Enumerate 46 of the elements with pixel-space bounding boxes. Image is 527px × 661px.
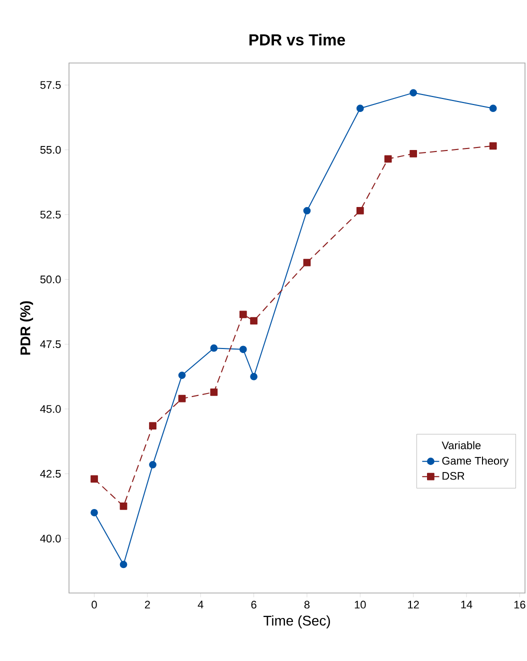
- y-tick-label: 47.5: [40, 340, 61, 348]
- legend-label: Game Theory: [442, 456, 509, 467]
- point: [178, 372, 186, 379]
- x-tick-label: 14: [461, 600, 472, 608]
- x-tick-label: 4: [198, 600, 204, 608]
- y-tick-label: 40.0: [40, 534, 61, 542]
- point: [149, 461, 156, 468]
- y-tick-label: 57.5: [40, 81, 61, 89]
- point: [356, 207, 364, 214]
- point: [489, 142, 497, 150]
- x-tick-label: 12: [408, 600, 419, 608]
- point: [178, 394, 186, 402]
- x-tick-label: 10: [354, 600, 366, 609]
- point: [149, 422, 156, 430]
- point: [303, 258, 311, 266]
- point: [239, 310, 247, 318]
- point: [489, 104, 497, 112]
- legend-title: Variable: [442, 441, 481, 450]
- point: [384, 155, 392, 163]
- point: [410, 89, 418, 96]
- point: [303, 207, 311, 214]
- x-tick-label: 8: [304, 600, 310, 609]
- x-tick-label: 16: [514, 600, 526, 609]
- point: [239, 346, 247, 354]
- legend-label: DSR: [442, 472, 464, 480]
- point: [250, 317, 258, 325]
- chart-title: PDR vs Time: [249, 34, 346, 46]
- x-tick-label: 6: [251, 600, 256, 609]
- point: [250, 372, 258, 380]
- point: [210, 388, 218, 396]
- point: [120, 560, 128, 568]
- point: [120, 502, 128, 510]
- x-axis-title: Time (Sec): [263, 615, 330, 628]
- y-tick-label: 50.0: [40, 276, 61, 284]
- y-tick-label: 42.5: [40, 470, 61, 478]
- point: [210, 344, 218, 352]
- point: [90, 508, 98, 516]
- point: [356, 104, 364, 112]
- x-tick-label: 2: [144, 600, 150, 608]
- y-tick-label: 45.0: [40, 405, 61, 413]
- y-tick-label: 55.0: [40, 146, 61, 154]
- x-tick-label: 0: [92, 600, 97, 609]
- point: [410, 150, 418, 158]
- y-tick-label: 52.5: [40, 210, 61, 218]
- point: [90, 475, 98, 483]
- y-axis-title: PDR (%): [20, 301, 34, 355]
